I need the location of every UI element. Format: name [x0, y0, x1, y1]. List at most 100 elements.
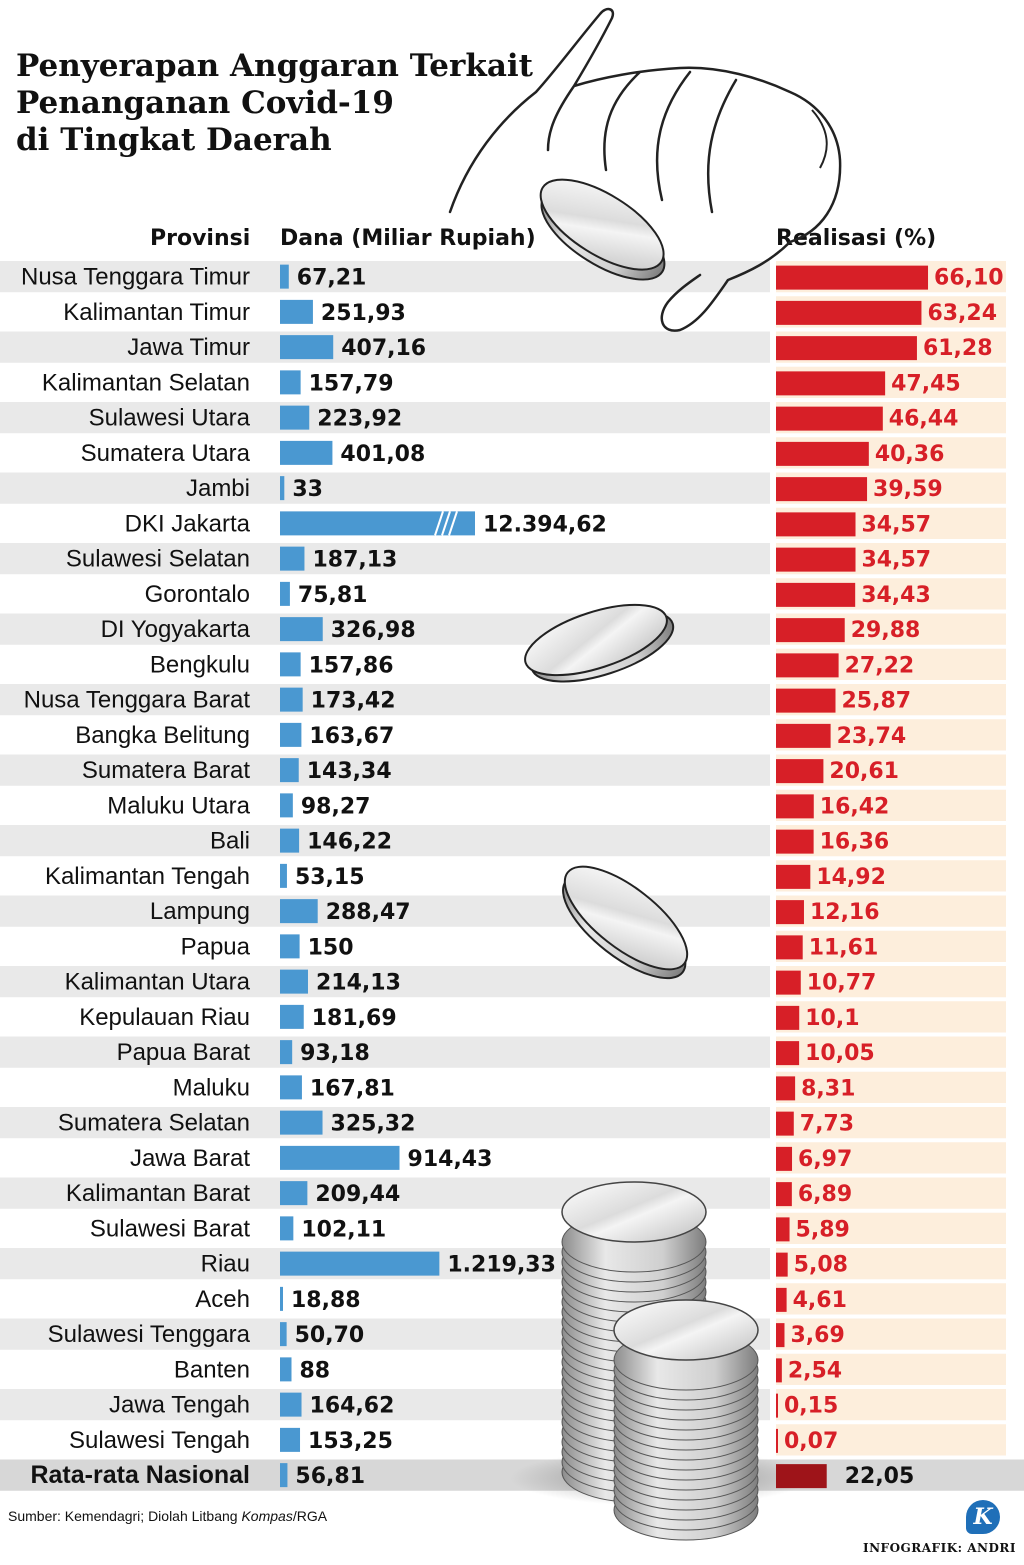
dana-value-label: 146,22	[307, 830, 392, 855]
title-line-2: Penanganan Covid-19	[16, 85, 394, 121]
realisasi-value-label: 16,36	[820, 830, 890, 855]
realisasi-value-label: 14,92	[816, 865, 886, 890]
dana-bar	[280, 617, 323, 642]
province-label: Sulawesi Tengah	[69, 1427, 250, 1454]
realisasi-bar	[776, 864, 811, 889]
realisasi-value-label: 3,69	[790, 1323, 844, 1348]
dana-value-label: 187,13	[312, 548, 397, 573]
dana-bar	[280, 1145, 400, 1170]
row-stripe-realisasi	[776, 1318, 1006, 1350]
realisasi-value-label: 34,43	[861, 583, 931, 608]
dana-bar	[280, 299, 313, 324]
realisasi-value-label: 10,77	[807, 971, 877, 996]
dana-bar	[280, 581, 290, 606]
province-label: Kepulauan Riau	[79, 1004, 250, 1031]
row-stripe	[0, 684, 770, 716]
source-suffix: /RGA	[292, 1508, 328, 1524]
realisasi-bar	[776, 582, 856, 607]
province-label: Papua Barat	[117, 1039, 251, 1066]
realisasi-bar	[776, 512, 856, 537]
average-realisasi-bar	[776, 1464, 827, 1489]
dana-value-label: 163,67	[309, 724, 394, 749]
province-label: Gorontalo	[145, 581, 250, 608]
realisasi-bar	[776, 371, 886, 396]
realisasi-bar	[776, 723, 831, 748]
row-stripe	[0, 754, 770, 786]
realisasi-value-label: 4,61	[793, 1288, 847, 1313]
dana-bar	[280, 934, 300, 959]
realisasi-bar	[776, 688, 836, 713]
province-label: DI Yogyakarta	[101, 616, 251, 643]
axis-break-mark	[448, 511, 458, 536]
dana-bar	[280, 828, 300, 853]
province-label: Maluku Utara	[107, 792, 250, 819]
dana-bar	[280, 1181, 308, 1206]
dana-bar	[280, 1392, 302, 1417]
title-line-3: di Tingkat Daerah	[16, 122, 332, 158]
source-italic: Kompas	[241, 1508, 293, 1524]
row-stripe-realisasi	[776, 1177, 1006, 1209]
province-label: Aceh	[195, 1286, 250, 1313]
dana-bar	[280, 1251, 440, 1276]
realisasi-bar	[776, 759, 824, 784]
dana-value-label: 914,43	[408, 1147, 493, 1172]
average-realisasi-label: 22,05	[845, 1464, 915, 1489]
province-label: Sulawesi Barat	[90, 1215, 250, 1242]
source-prefix: Sumber: Kemendagri; Diolah Litbang	[8, 1508, 242, 1524]
dana-bar	[280, 969, 308, 994]
axis-break-mark	[441, 511, 451, 536]
dana-bar	[280, 1216, 294, 1241]
dana-bar	[280, 863, 287, 888]
dana-bar	[280, 1286, 283, 1311]
realisasi-value-label: 34,57	[862, 548, 932, 573]
province-label: Sumatera Barat	[82, 757, 250, 784]
row-stripe-realisasi	[776, 1107, 1006, 1139]
dana-value-label: 164,62	[310, 1394, 395, 1419]
realisasi-bar	[776, 794, 814, 819]
row-stripe-realisasi	[776, 930, 1006, 962]
axis-break-mark	[434, 511, 444, 536]
hand-illustration	[448, 7, 842, 332]
dana-value-label: 157,86	[309, 653, 394, 678]
average-label: Rata-rata Nasional	[30, 1461, 250, 1489]
realisasi-bar	[776, 406, 883, 431]
realisasi-bar	[776, 1041, 800, 1066]
realisasi-value-label: 27,22	[845, 653, 915, 678]
realisasi-value-label: 0,15	[784, 1394, 838, 1419]
realisasi-value-label: 5,08	[794, 1253, 848, 1278]
dana-bar	[280, 405, 310, 430]
realisasi-value-label: 6,89	[798, 1182, 852, 1207]
realisasi-bar	[776, 1076, 796, 1101]
province-label: Kalimantan Tengah	[45, 863, 250, 890]
dana-value-label: 33	[292, 477, 323, 502]
dana-bar	[280, 1040, 293, 1065]
dana-bar	[280, 370, 301, 395]
realisasi-bar	[776, 653, 839, 678]
row-stripe	[0, 1107, 770, 1139]
realisasi-bar	[776, 1217, 790, 1242]
realisasi-value-label: 5,89	[796, 1217, 850, 1242]
realisasi-value-label: 66,10	[934, 266, 1004, 291]
province-label: Riau	[201, 1251, 250, 1278]
row-stripe-realisasi	[776, 1389, 1006, 1421]
realisasi-value-label: 39,59	[873, 477, 943, 502]
row-stripe-realisasi	[776, 895, 1006, 927]
realisasi-value-label: 8,31	[801, 1076, 855, 1101]
row-stripe-realisasi	[776, 966, 1006, 998]
dana-bar	[280, 440, 333, 465]
province-label: Bali	[210, 828, 250, 855]
dana-value-label: 223,92	[317, 407, 402, 432]
dana-value-label: 288,47	[326, 900, 411, 925]
dana-value-label: 325,32	[331, 1112, 416, 1137]
realisasi-bar	[776, 935, 803, 960]
realisasi-bar	[776, 300, 922, 325]
row-stripe	[0, 825, 770, 857]
infographic-credit: INFOGRAFIK: ANDRI	[862, 1541, 1016, 1555]
column-header-dana: Dana (Miliar Rupiah)	[280, 226, 536, 251]
realisasi-bar	[776, 1111, 794, 1136]
row-stripe-realisasi	[776, 1001, 1006, 1033]
realisasi-bar	[776, 1252, 788, 1277]
dana-bar	[280, 546, 305, 571]
dana-bar	[280, 793, 293, 818]
